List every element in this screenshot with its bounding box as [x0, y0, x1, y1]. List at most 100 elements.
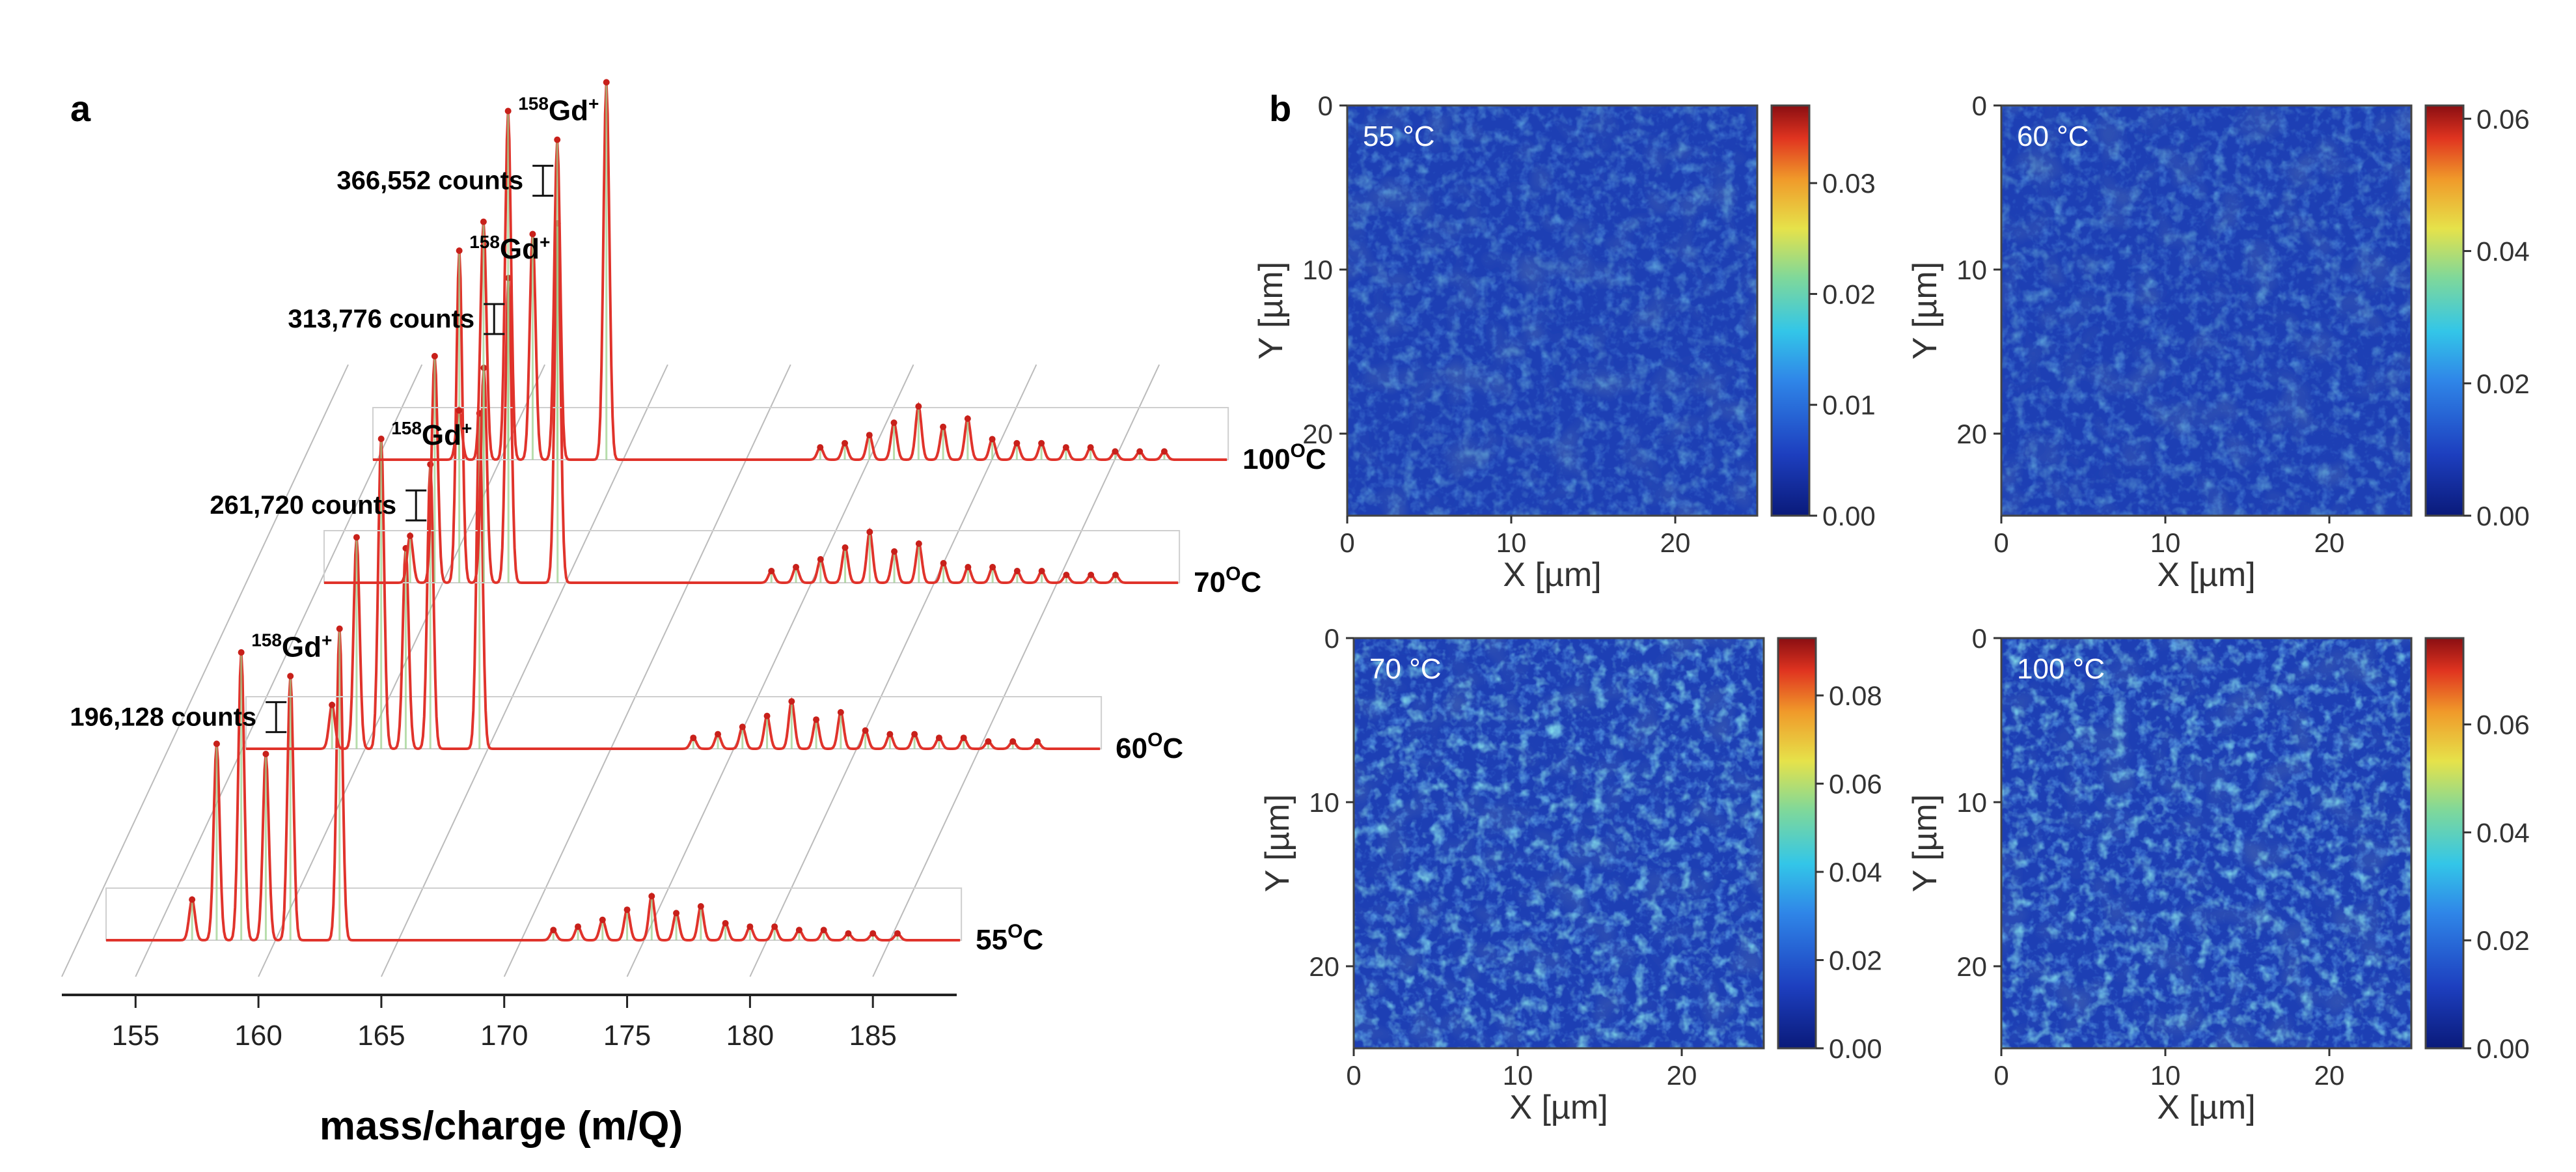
x-axis-ticks: 155 160 165 170 175 180 185 [112, 995, 897, 1052]
trace-70°C: 70OC [323, 220, 1261, 598]
trace-line [324, 223, 1179, 584]
x-tick-label: 20 [2314, 1060, 2345, 1091]
counts-label: 196,128 counts [70, 703, 256, 731]
y-axis-title: Y [µm] [1259, 794, 1296, 892]
grid-line [61, 364, 349, 977]
peak-point [866, 529, 873, 535]
peak-point [1062, 444, 1069, 451]
peak-point [935, 734, 942, 742]
heatmap-2: 60 °C 0 0 10 10 20 20 X [µm] Y [µm] 0.00 0.02 0.04 0… [1906, 91, 2530, 594]
peak-point [866, 432, 873, 439]
peak-point [353, 534, 360, 541]
colorbar-tick-label: 0.04 [2476, 236, 2530, 267]
degree-sup: O [1007, 921, 1022, 942]
peak-point [1160, 448, 1168, 455]
gd-annotation: 158Gd+366,552 counts [336, 94, 599, 197]
panel-a-label: a [70, 88, 91, 129]
x-tick-label: 0 [1994, 527, 2008, 558]
peak-point [891, 548, 898, 555]
gd-mass: 158 [251, 630, 282, 650]
temp-unit: C [1306, 443, 1326, 475]
peak-point [915, 403, 922, 410]
x-tick-label: 0 [1994, 1060, 2008, 1091]
peak-point [189, 896, 196, 903]
x-tick-label: 10 [1503, 1060, 1533, 1091]
peak-point [795, 927, 802, 934]
peak-point [842, 544, 849, 551]
peak-point [715, 731, 722, 738]
peak-point [1009, 738, 1017, 745]
colorbar [1777, 637, 1817, 1050]
heatmap-frame [1352, 637, 1765, 1050]
x-axis-title: mass/charge (m/Q) [320, 1104, 683, 1149]
temp-value: 55 [976, 924, 1007, 956]
peak-point [985, 738, 992, 745]
peak-point [1112, 448, 1119, 455]
heatmap-title: 100 °C [2017, 653, 2105, 685]
counts-label: 366,552 counts [336, 167, 523, 195]
temp-unit: C [1022, 924, 1043, 956]
peak-point [1087, 444, 1094, 451]
peak-point [1088, 572, 1095, 578]
temperature-label: 60OC [1116, 729, 1183, 764]
x-tick-label: 10 [2150, 1060, 2181, 1091]
perspective-grid [61, 364, 1160, 977]
y-tick-label: 20 [1956, 951, 1987, 982]
peak-point [739, 723, 746, 731]
peak-point [763, 712, 771, 719]
colorbar-tick-label: 0.06 [1829, 769, 1882, 800]
temperature-label: 55OC [976, 921, 1043, 956]
peak-point [837, 709, 844, 716]
grid-line [503, 364, 791, 977]
grid-line [872, 364, 1160, 977]
x-tick-label: 20 [2314, 527, 2345, 558]
heatmap-title: 60 °C [2017, 120, 2089, 152]
colorbar-tick-label: 0.02 [2476, 925, 2530, 956]
peak-point [989, 436, 996, 443]
gd-mass: 158 [391, 418, 422, 438]
temp-value: 100 [1242, 443, 1290, 475]
peak-point [673, 910, 680, 917]
gd-label: 158Gd+ [391, 418, 472, 451]
peak-point [1034, 738, 1041, 745]
heatmap-4: 100 °C 0 0 10 10 20 20 X [µm] Y [µm] 0.00 0.02 0.04… [1906, 623, 2530, 1126]
heatmap-title: 55 °C [1363, 120, 1435, 152]
panel-b-maps: b 55 °C 0 0 10 10 20 20 X [µm] Y [µm] 0.00 0.01 0.0… [1252, 88, 2530, 1126]
peak-point [989, 564, 996, 570]
trace-line [373, 82, 1227, 462]
x-axis-title: X [µm] [2157, 1089, 2255, 1126]
peak-point [793, 564, 800, 570]
peak-point [377, 436, 385, 442]
peak-point [845, 930, 852, 937]
gd-charge: + [588, 94, 599, 114]
peak-point [940, 423, 947, 430]
peak-point [575, 923, 582, 930]
trace-line [246, 413, 1101, 750]
y-tick-label: 20 [1302, 419, 1333, 449]
gd-mass: 158 [469, 232, 500, 252]
peak-point [529, 230, 536, 238]
y-tick-label: 0 [1972, 623, 1987, 654]
y-tick-label: 20 [1309, 951, 1339, 982]
peak-point [1013, 568, 1021, 574]
panel-b-label: b [1269, 88, 1291, 129]
y-tick-label: 10 [1309, 787, 1339, 818]
grid-line [135, 364, 423, 977]
peak-point [603, 79, 610, 86]
peak-point [287, 673, 294, 680]
colorbar-tick-label: 0.01 [1822, 390, 1876, 421]
peak-point [504, 107, 512, 115]
x-tick-label: 10 [1496, 527, 1527, 558]
heatmap-1: 55 °C 0 0 10 10 20 20 X [µm] Y [µm] 0.00 0.01 0.02 0… [1252, 91, 1876, 594]
peak-point [817, 444, 824, 451]
y-axis-title: Y [µm] [1906, 794, 1944, 892]
grid-line [626, 364, 914, 977]
y-tick-label: 0 [1324, 623, 1339, 654]
colorbar [2424, 104, 2465, 517]
peak-point [431, 353, 438, 359]
trace-55°C: 55OC [105, 625, 1043, 956]
peak-point [870, 930, 877, 937]
colorbar-tick-label: 0.04 [2476, 817, 2530, 848]
gd-symbol: Gd [549, 95, 588, 127]
